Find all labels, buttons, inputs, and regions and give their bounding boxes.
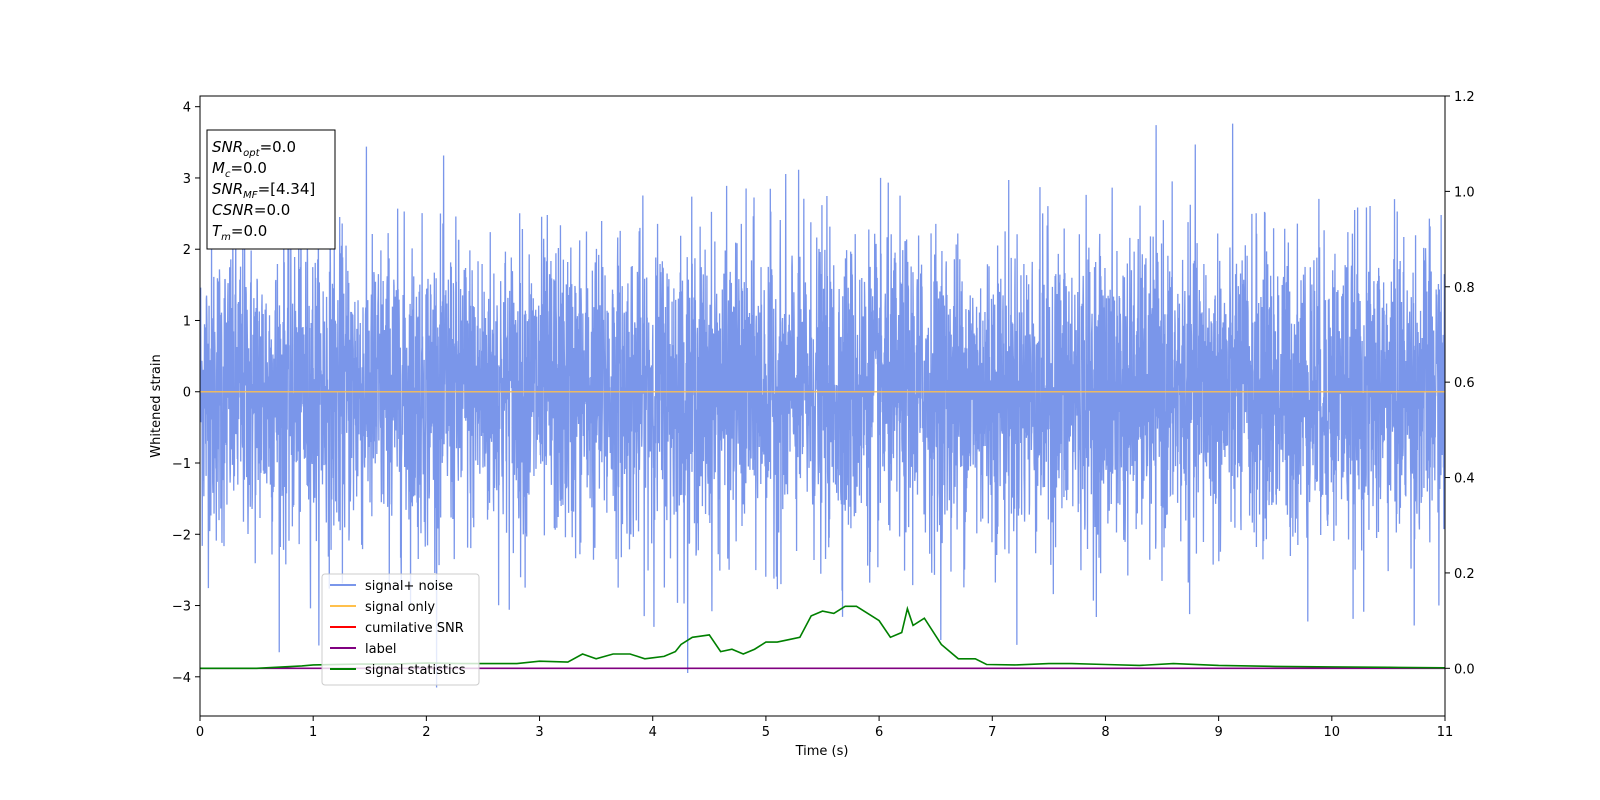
x-tick-label: 0 [196,725,204,740]
legend: signal+ noise signal only cumilative SNR la… [321,573,480,686]
y2-tick-label: 0.0 [1454,662,1475,677]
series-signal-noise [200,123,1445,688]
info-value: =[4.34] [258,180,316,198]
legend-frame [321,573,480,686]
info-subscript: opt [243,148,260,159]
x-tick-label: 2 [422,725,430,740]
legend-entry: signal only [365,600,435,615]
info-line: Mc=0.0 [212,159,267,180]
info-subscript: c [225,169,231,180]
x-tick-label: 9 [1214,725,1222,740]
x-tick-label: 3 [535,725,543,740]
y2-tick-label: 0.6 [1454,376,1475,391]
info-var: M [212,159,225,177]
y-tick-label: −4 [172,671,191,686]
y2-tick-label: 1.2 [1454,90,1475,105]
y-tick-label: 1 [183,314,191,329]
legend-entry: signal+ noise [365,579,453,594]
info-value: =0.0 [254,201,290,219]
legend-entry: cumilative SNR [365,621,464,636]
y2-tick-label: 0.2 [1454,567,1475,582]
y-tick-label: 0 [183,386,191,401]
y-tick-label: 3 [183,172,191,187]
legend-entry: signal statistics [365,663,466,678]
y2-tick-label: 0.8 [1454,281,1475,296]
info-value: =0.0 [231,222,267,240]
info-var: CSNR [212,201,254,219]
info-subscript: m [221,232,231,243]
x-tick-label: 11 [1437,725,1454,740]
y-tick-label: 2 [183,243,191,258]
x-tick-label: 4 [649,725,657,740]
info-subscript: MF [243,190,258,201]
axis-ticks: 0 1 2 3 4 5 6 7 8 9 10 1143210−1−2−3−41.21.00.80.60… [172,90,1475,740]
y2-tick-label: 1.0 [1454,185,1475,200]
y2-tick-label: 0.4 [1454,472,1475,487]
y-tick-label: −2 [172,528,191,543]
axes-frame [199,95,1446,717]
x-tick-label: 8 [1101,725,1109,740]
info-value: =0.0 [230,159,266,177]
info-line: SNRopt=0.0 [212,138,296,159]
info-var: SNR [212,180,243,198]
y-axis-label: Whitened strain [149,354,164,457]
info-line: CSNR=0.0 [212,201,290,219]
info-line: Tm=0.0 [212,222,267,243]
series-signal-statistics [200,605,1445,670]
y-tick-label: −3 [172,600,191,615]
info-box-frame [206,129,336,250]
info-var: SNR [212,138,243,156]
y-tick-label: 4 [183,101,191,116]
info-var: T [212,222,223,240]
info-box: SNRopt=0.0Mc=0.0SNRMF=[4.34]CSNR=0.0Tm=0… [206,129,336,250]
x-tick-label: 6 [875,725,883,740]
info-line: SNRMF=[4.34] [212,180,315,201]
x-axis-label: Time (s) [795,744,849,759]
x-tick-label: 5 [762,725,770,740]
x-tick-label: 1 [309,725,317,740]
x-tick-label: 7 [988,725,996,740]
legend-entry: label [365,642,396,657]
y-tick-label: −1 [172,457,191,472]
info-value: =0.0 [260,138,296,156]
x-tick-label: 10 [1324,725,1341,740]
